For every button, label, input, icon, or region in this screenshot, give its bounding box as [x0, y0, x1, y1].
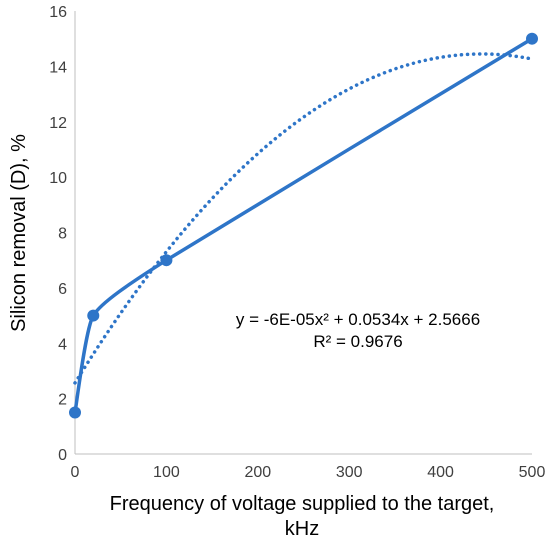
- x-tick-label: 500: [519, 464, 546, 481]
- x-tick-label: 100: [153, 464, 180, 481]
- x-tick-label: 400: [427, 464, 454, 481]
- trendline-equation: y = -6E-05x² + 0.0534x + 2.5666: [236, 310, 480, 329]
- plot-area: [69, 32, 538, 419]
- y-tick-label: 14: [49, 59, 67, 76]
- y-tick-label: 8: [58, 226, 67, 243]
- series-line: [73, 37, 533, 413]
- x-tick-label: 200: [244, 464, 271, 481]
- data-point: [69, 406, 81, 419]
- data-point: [526, 32, 538, 45]
- data-point: [160, 254, 173, 267]
- y-tick-label: 12: [49, 115, 67, 132]
- axes: [74, 11, 532, 455]
- x-tick-labels: 0 100 200 300 400 500: [71, 464, 546, 481]
- y-tick-label: 0: [58, 447, 67, 464]
- y-tick-label: 16: [49, 4, 67, 21]
- y-tick-labels: 0 2 4 6 8 10 12 14 16: [49, 4, 67, 464]
- y-tick-label: 2: [58, 392, 67, 409]
- y-tick-label: 4: [58, 336, 67, 353]
- y-axis-title: Silicon removal (D), %: [8, 134, 30, 332]
- x-axis-title-line-2: kHz: [285, 518, 319, 540]
- data-point: [87, 309, 100, 322]
- trendline: [73, 52, 534, 385]
- x-tick-label: 0: [71, 464, 80, 481]
- x-axis-title-line-1: Frequency of voltage supplied to the tar…: [110, 493, 495, 515]
- y-tick-label: 6: [58, 281, 67, 298]
- y-tick-label: 10: [49, 170, 67, 187]
- trendline-r-squared: R² = 0.9676: [313, 332, 402, 351]
- x-tick-label: 300: [336, 464, 363, 481]
